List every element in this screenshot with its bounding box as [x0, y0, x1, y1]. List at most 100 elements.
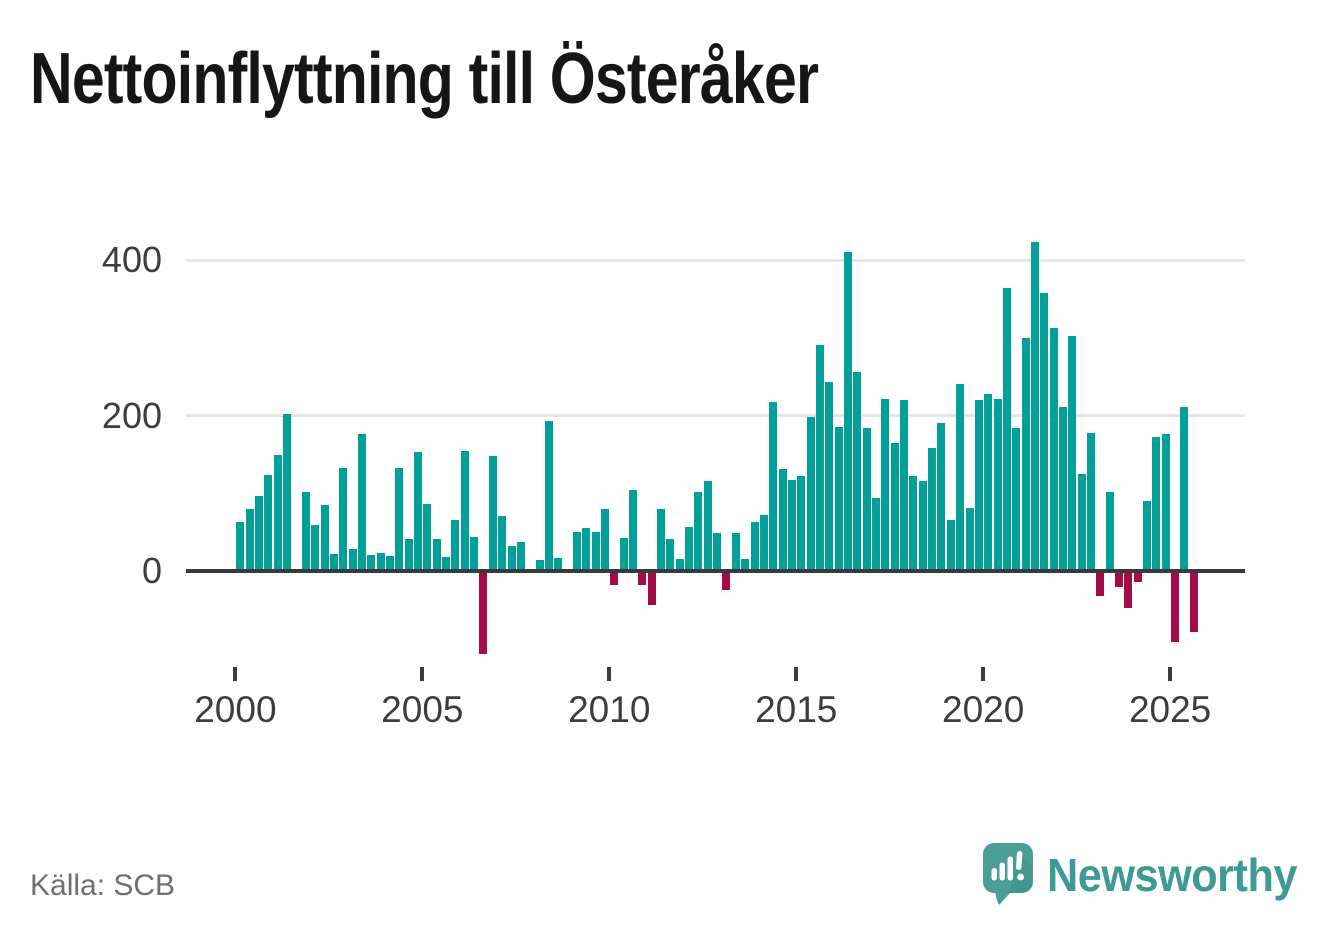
bar-2023Q3 — [1115, 573, 1123, 587]
bar-2022Q3 — [1077, 474, 1086, 569]
bar-2021Q4 — [1049, 328, 1058, 569]
bar-2012Q1 — [685, 527, 694, 569]
bar-2020Q4 — [1012, 428, 1021, 569]
bar-2018Q4 — [937, 423, 946, 569]
bar-2020Q1 — [984, 394, 993, 569]
bar-2022Q2 — [1068, 336, 1077, 569]
bar-2006Q4 — [488, 456, 497, 569]
bar-2025Q1 — [1171, 573, 1180, 642]
bar-2015Q2 — [806, 417, 815, 569]
bar-2016Q3 — [853, 372, 862, 569]
y-axis-label-0: 0 — [141, 550, 162, 591]
bar-2018Q3 — [928, 448, 937, 569]
bar-2004Q1 — [386, 556, 394, 569]
bar-2000Q2 — [245, 509, 254, 569]
bar-2017Q3 — [890, 443, 899, 569]
bar-2002Q3 — [329, 554, 338, 569]
bar-2013Q1 — [722, 573, 731, 590]
bar-2018Q2 — [918, 481, 927, 569]
bar-2010Q1 — [610, 573, 619, 585]
bar-2004Q4 — [414, 452, 422, 569]
brand-name: Newsworthy — [1047, 849, 1297, 901]
bar-2004Q3 — [404, 539, 413, 569]
bar-2022Q4 — [1087, 433, 1095, 569]
bar-2006Q3 — [479, 573, 488, 654]
bar-2013Q2 — [731, 533, 740, 569]
bar-2025Q3 — [1189, 573, 1198, 632]
bar-2011Q3 — [666, 539, 675, 569]
bar-2010Q4 — [638, 573, 647, 585]
bar-2023Q4 — [1124, 573, 1133, 608]
bar-2014Q1 — [759, 515, 768, 569]
bar-2023Q1 — [1096, 573, 1105, 596]
bar-2024Q1 — [1133, 573, 1142, 582]
bar-2020Q3 — [1002, 288, 1011, 569]
bar-2008Q1 — [535, 560, 544, 569]
bar-2016Q2 — [844, 252, 852, 569]
bar-2014Q3 — [778, 469, 787, 569]
bar-2019Q3 — [965, 508, 974, 569]
bar-2017Q4 — [900, 400, 908, 569]
bar-2024Q4 — [1161, 434, 1170, 569]
bar-2003Q2 — [357, 434, 366, 569]
x-axis-tick-2015 — [794, 667, 799, 681]
x-axis-baseline — [186, 569, 1245, 573]
bar-2021Q3 — [1040, 293, 1049, 569]
bar-2018Q1 — [909, 476, 918, 569]
brand-lockup: Newsworthy — [982, 842, 1313, 914]
bar-2001Q1 — [273, 455, 282, 569]
bar-2003Q1 — [348, 549, 357, 569]
x-axis-tick-2020 — [981, 667, 986, 681]
bar-2005Q2 — [432, 539, 441, 569]
bar-2002Q4 — [339, 468, 348, 569]
bar-2010Q3 — [629, 490, 637, 569]
chart-title: Nettoinflyttning till Österåker — [30, 39, 819, 119]
bar-2011Q4 — [675, 559, 684, 569]
bar-2015Q4 — [825, 382, 834, 569]
bar-2015Q1 — [797, 476, 806, 569]
bar-2012Q2 — [694, 492, 703, 569]
bar-2005Q1 — [423, 504, 432, 569]
bar-2000Q3 — [255, 496, 264, 569]
bar-2017Q2 — [881, 399, 890, 569]
bar-2009Q2 — [582, 528, 591, 569]
bar-2004Q2 — [395, 468, 404, 569]
x-axis-tick-2005 — [420, 667, 425, 681]
x-axis-label-2010: 2010 — [568, 689, 651, 730]
bar-2009Q4 — [600, 509, 609, 569]
bar-2019Q1 — [946, 520, 955, 569]
bar-2002Q1 — [311, 525, 320, 569]
bar-2023Q2 — [1105, 492, 1114, 569]
bar-2025Q2 — [1180, 407, 1189, 569]
gridline-400 — [186, 258, 1245, 262]
newsworthy-logo-icon — [982, 842, 1034, 911]
bar-2019Q2 — [956, 384, 965, 569]
y-axis-label-200: 200 — [101, 394, 162, 436]
bar-2019Q4 — [974, 400, 983, 569]
gridline-200 — [186, 414, 1245, 417]
bar-2022Q1 — [1058, 407, 1067, 569]
x-axis-label-2005: 2005 — [381, 689, 464, 730]
bar-2024Q2 — [1143, 501, 1152, 569]
x-axis-label-2000: 2000 — [194, 689, 277, 730]
bar-2011Q2 — [657, 509, 665, 569]
bar-2024Q3 — [1152, 437, 1161, 569]
bar-2007Q3 — [516, 542, 525, 569]
bar-2015Q3 — [815, 345, 824, 569]
bar-2009Q3 — [591, 532, 600, 569]
bar-2013Q4 — [750, 522, 759, 569]
bar-2001Q2 — [283, 414, 292, 569]
bar-2008Q2 — [544, 421, 553, 569]
bar-2007Q2 — [507, 546, 516, 569]
bar-2008Q3 — [554, 558, 563, 569]
x-axis-tick-2010 — [607, 667, 612, 681]
bar-2006Q2 — [470, 537, 479, 569]
bar-2021Q1 — [1021, 338, 1030, 569]
bar-2014Q2 — [769, 402, 778, 569]
source-note: Källa: SCB — [30, 869, 176, 902]
x-axis-tick-2000 — [233, 667, 238, 681]
bar-2016Q1 — [834, 427, 843, 569]
bar-2016Q4 — [862, 428, 871, 569]
bar-2006Q1 — [460, 451, 469, 569]
